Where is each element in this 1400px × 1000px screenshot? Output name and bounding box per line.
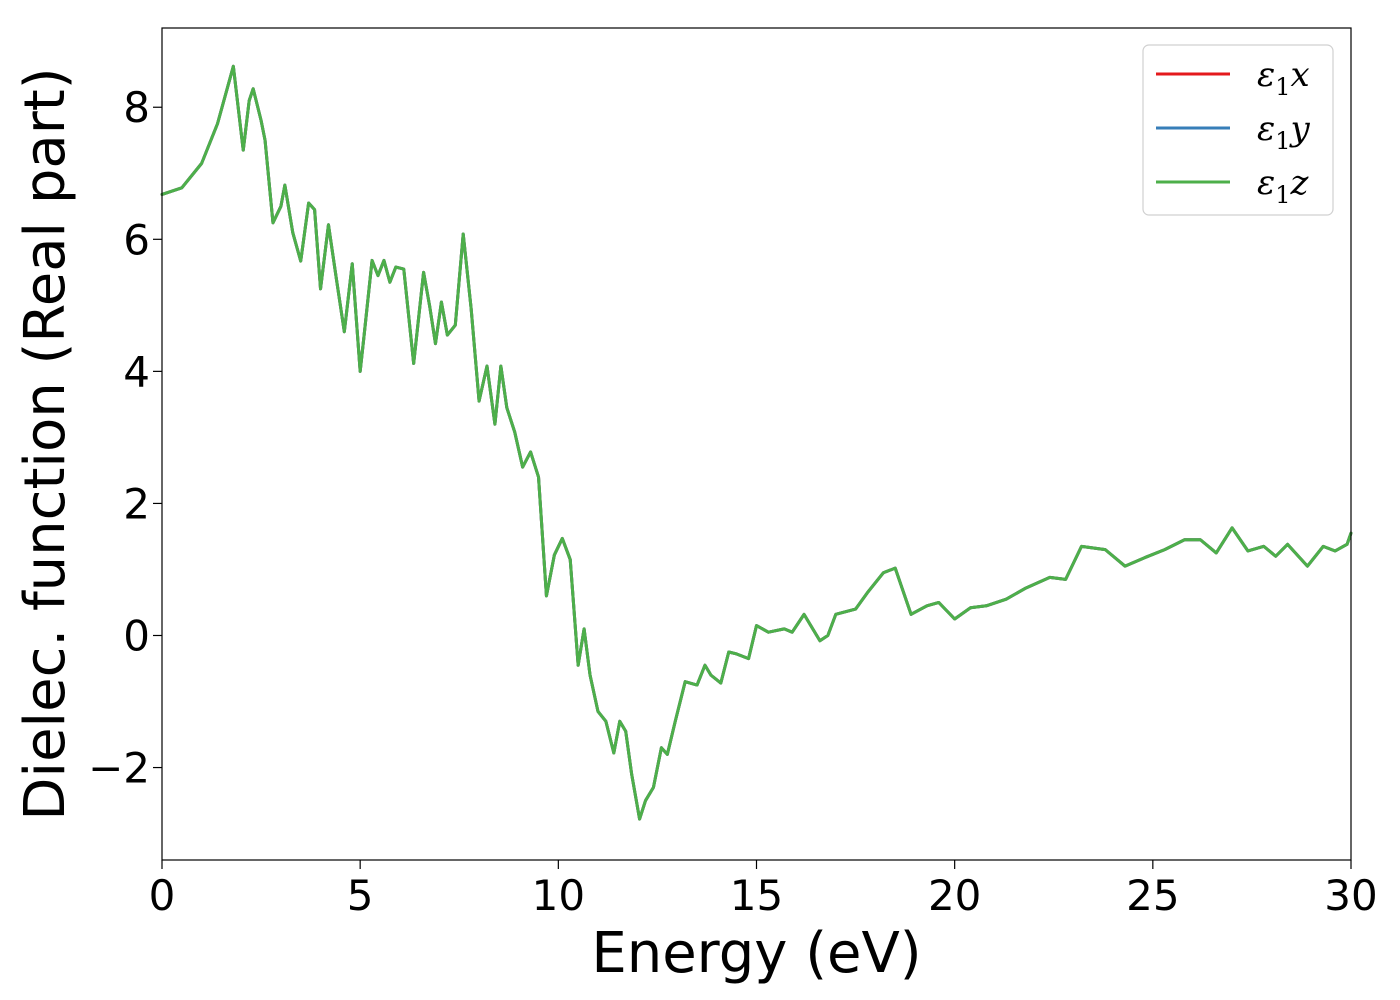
- x-tick-label: 20: [928, 871, 981, 920]
- y-tick-label: 8: [123, 83, 150, 132]
- legend-label-z: ε1z: [1257, 163, 1310, 209]
- y-tick-label: −2: [88, 744, 150, 793]
- x-axis-title: Energy (eV): [591, 921, 921, 986]
- y-tick-label: 6: [123, 215, 150, 264]
- legend-label-x: ε1x: [1257, 55, 1310, 101]
- legend-box: [1142, 44, 1334, 216]
- y-tick-label: 4: [123, 347, 150, 396]
- x-tick-label: 5: [347, 871, 374, 920]
- series-line-z: [160, 64, 1353, 821]
- x-tick-label: 10: [532, 871, 585, 920]
- y-tick-label: 0: [123, 611, 150, 660]
- series-layer: [160, 64, 1353, 821]
- x-tick-label: 30: [1324, 871, 1377, 920]
- legend-label-y: ε1y: [1257, 109, 1311, 155]
- x-tick-label: 25: [1126, 871, 1179, 920]
- x-tick-label: 15: [730, 871, 783, 920]
- x-tick-label: 0: [149, 871, 176, 920]
- legend: ε1x ε1y ε1z: [1142, 44, 1334, 216]
- y-tick-label: 2: [123, 479, 150, 528]
- y-axis-title: Dielec. function (Real part): [13, 67, 78, 820]
- y-axis: −2 0 2 4 6 8: [88, 83, 162, 793]
- x-axis: 0 5 10 15 20 25 30: [149, 860, 1378, 920]
